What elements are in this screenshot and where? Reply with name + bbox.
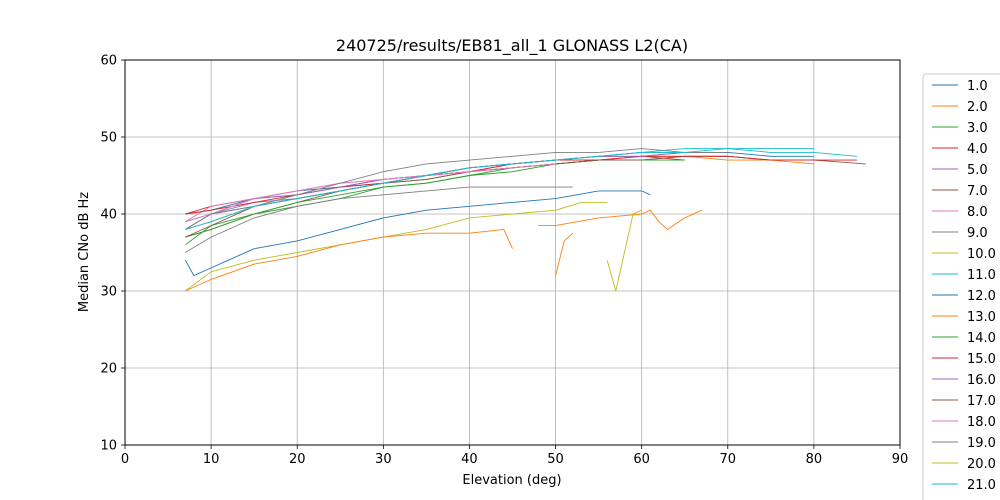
legend: 1.0 2.0 3.0 4.0 5.0 7.0 8.0 9.0 10.0 11.0 12.0 13.0… xyxy=(922,73,1000,500)
series-line xyxy=(185,228,513,292)
series-line xyxy=(555,232,574,276)
legend-label: 15.0 xyxy=(967,352,996,367)
legend-label: 7.0 xyxy=(967,184,988,199)
y-tick-label: 60 xyxy=(100,54,117,69)
y-axis-title: Median CNo dB Hz xyxy=(77,192,92,312)
legend-label: 19.0 xyxy=(967,436,996,451)
y-axis-ticks: 10 20 30 40 50 60 xyxy=(100,54,125,454)
legend-label: 2.0 xyxy=(967,100,988,115)
series-line xyxy=(185,159,642,238)
series-line xyxy=(185,201,608,292)
legend-label: 14.0 xyxy=(967,331,996,346)
x-tick-label: 30 xyxy=(375,452,392,467)
legend-label: 3.0 xyxy=(967,121,988,136)
legend-label: 12.0 xyxy=(967,289,996,304)
chart-title: 240725/results/EB81_all_1 GLONASS L2(CA) xyxy=(336,36,688,56)
y-tick-label: 10 xyxy=(100,439,117,454)
legend-label: 13.0 xyxy=(967,310,996,325)
series-line xyxy=(606,209,642,292)
series-line xyxy=(185,155,814,230)
x-tick-label: 10 xyxy=(203,452,220,467)
series-line xyxy=(184,190,651,277)
legend-label: 4.0 xyxy=(967,142,988,157)
series-line xyxy=(185,148,857,230)
y-tick-label: 50 xyxy=(100,131,117,146)
x-tick-label: 80 xyxy=(806,452,823,467)
series-line xyxy=(185,151,728,230)
x-tick-label: 60 xyxy=(633,452,650,467)
legend-label: 17.0 xyxy=(967,394,996,409)
legend-label: 20.0 xyxy=(967,457,996,472)
series-line xyxy=(185,186,573,253)
series-line xyxy=(185,151,814,215)
series-lines xyxy=(184,148,866,292)
series-line xyxy=(185,148,728,230)
series-line xyxy=(538,209,703,230)
x-tick-label: 40 xyxy=(461,452,478,467)
legend-label: 16.0 xyxy=(967,373,996,388)
legend-label: 8.0 xyxy=(967,205,988,220)
x-tick-label: 50 xyxy=(547,452,564,467)
x-tick-label: 70 xyxy=(720,452,737,467)
series-line xyxy=(185,159,685,238)
grid-lines xyxy=(124,59,901,446)
legend-label: 9.0 xyxy=(967,226,988,241)
legend-label: 11.0 xyxy=(967,268,996,283)
y-tick-label: 40 xyxy=(100,208,117,223)
x-axis-ticks: 0 10 20 30 40 50 60 70 80 90 xyxy=(121,445,908,467)
y-tick-label: 20 xyxy=(100,362,117,377)
legend-label: 5.0 xyxy=(967,163,988,178)
legend-label: 1.0 xyxy=(967,79,988,94)
legend-items: 1.0 2.0 3.0 4.0 5.0 7.0 8.0 9.0 10.0 11.0 12.0 13.0… xyxy=(932,79,996,493)
x-tick-label: 90 xyxy=(892,452,909,467)
y-tick-label: 30 xyxy=(100,285,117,300)
legend-label: 18.0 xyxy=(967,415,996,430)
x-tick-label: 0 xyxy=(121,452,129,467)
series-line xyxy=(185,163,556,223)
plot-frame xyxy=(124,59,901,446)
x-tick-label: 20 xyxy=(289,452,306,467)
x-axis-title: Elevation (deg) xyxy=(462,473,561,488)
legend-label: 10.0 xyxy=(967,247,996,262)
legend-box xyxy=(922,73,1000,500)
legend-label: 21.0 xyxy=(967,478,996,493)
